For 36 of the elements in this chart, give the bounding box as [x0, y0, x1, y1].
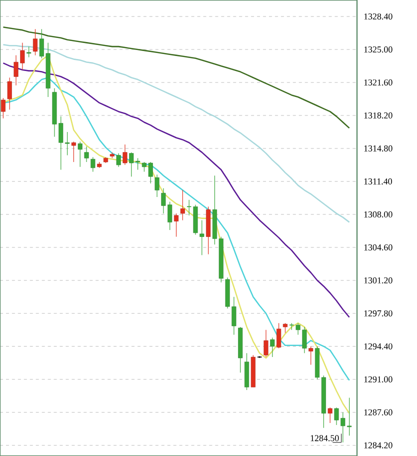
annotation: 1284.50 [310, 435, 339, 442]
candlestick [71, 141, 76, 162]
candlestick [174, 213, 179, 238]
y-tick-label: 1318.20 [364, 112, 392, 118]
y-tick-label: 1301.20 [364, 277, 392, 284]
candlestick [84, 146, 89, 162]
candlestick [78, 141, 82, 168]
candlestick [200, 220, 204, 256]
candlestick [328, 407, 332, 424]
candlestick [308, 346, 314, 366]
y-tick-label: 1311.40 [364, 178, 392, 184]
y-tick-label: 1284.20 [364, 442, 392, 448]
candlestick [186, 200, 192, 216]
candlestick [154, 174, 160, 198]
candlestick [180, 190, 185, 221]
y-tick-label: 1308.00 [364, 211, 392, 218]
candlestick [282, 322, 288, 334]
y-tick-label: 1291.00 [364, 376, 392, 382]
candlestick [276, 322, 282, 349]
candlestick [90, 156, 96, 172]
candlestick [116, 152, 121, 168]
candlestick [7, 77, 12, 110]
candlestick [264, 330, 268, 358]
y-tick-label: 1297.80 [364, 310, 392, 316]
candlestick [26, 46, 32, 58]
candlestick [270, 337, 275, 358]
candlestick [122, 144, 128, 166]
y-tick-label: 1328.40 [364, 13, 392, 20]
y-tick-label: 1321.60 [364, 79, 392, 86]
y-tick-label: 1304.60 [364, 244, 392, 250]
y-tick-label: 1314.80 [364, 145, 392, 152]
y-tick-label: 1325.00 [364, 46, 392, 53]
y-tick-label: 1287.60 [364, 409, 392, 416]
candlestick [0, 98, 6, 119]
candlestick [32, 28, 38, 56]
y-tick-label: 1294.40 [364, 343, 392, 350]
